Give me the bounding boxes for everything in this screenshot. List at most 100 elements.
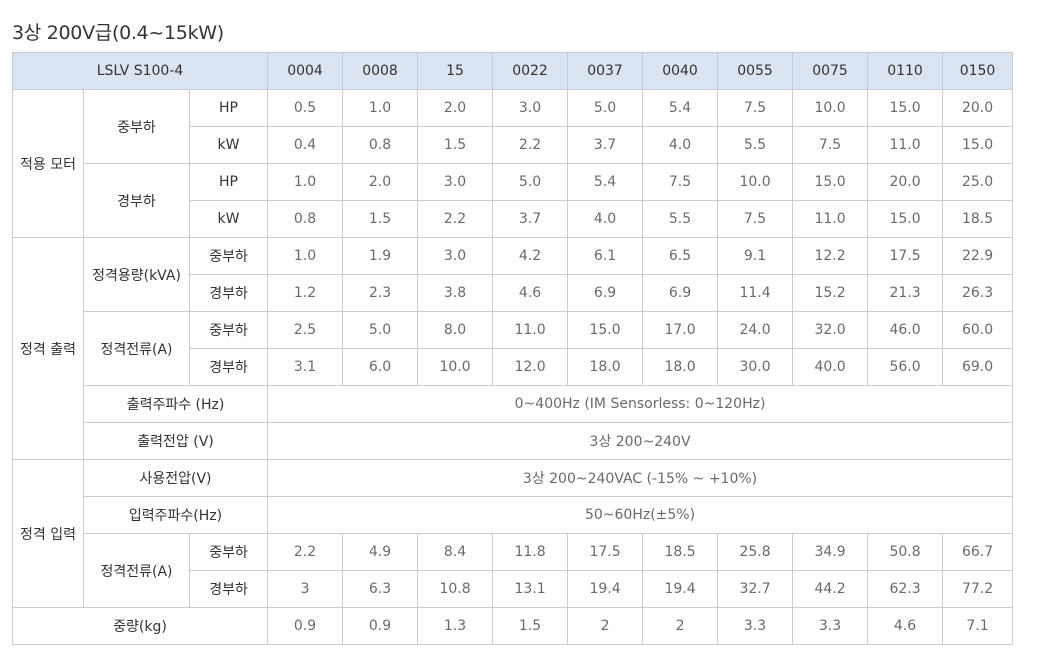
- table-cell: 5.4: [642, 89, 719, 127]
- sub-label-normal-duty: 경부하: [83, 163, 190, 238]
- table-cell: 7.5: [717, 200, 794, 238]
- table-cell: 2.2: [267, 533, 344, 571]
- table-cell: 18.5: [642, 533, 719, 571]
- table-cell: 6.0: [342, 348, 419, 386]
- sub-label-input-current: 정격전류(A): [83, 533, 190, 608]
- duty-label-heavy: 중부하: [188, 237, 269, 275]
- table-cell: 18.0: [567, 348, 644, 386]
- table-row: 정격 출력 정격용량(kVA) 중부하 1.0 1.9 3.0 4.2 6.1 …: [12, 237, 1014, 460]
- table-cell: 1.0: [267, 163, 344, 201]
- sub-label-capacity-kva: 정격용량(kVA): [83, 237, 190, 312]
- table-cell: 0.9: [342, 607, 419, 645]
- unit-label-kw: kW: [188, 126, 269, 164]
- table-row: 입력주파수(Hz) 50~60Hz(±5%): [13, 496, 1014, 534]
- unit-label-hp: HP: [188, 163, 269, 201]
- table-cell: 11.0: [867, 126, 944, 164]
- table-cell: 3: [267, 570, 344, 608]
- table-cell: 0.8: [342, 126, 419, 164]
- table-cell: 1.9: [342, 237, 419, 275]
- table-cell: 32.7: [717, 570, 794, 608]
- table-cell: 4.9: [342, 533, 419, 571]
- model-column-header: 0110: [867, 52, 944, 90]
- table-cell: 2.0: [342, 163, 419, 201]
- table-cell: 2.5: [267, 311, 344, 349]
- table-cell: 7.5: [717, 89, 794, 127]
- sub-label-output-frequency: 출력주파수 (Hz): [82, 385, 269, 423]
- table-cell: 17.5: [567, 533, 644, 571]
- group-label-weight: 중량(kg): [11, 607, 269, 645]
- table-cell: 3.3: [717, 607, 794, 645]
- table-cell: 6.1: [567, 237, 644, 275]
- table-cell: 3.3: [792, 607, 869, 645]
- table-row: 정격전류(A) 중부하 2.2 4.9 8.4 11.8 17.5 18.5 2…: [13, 533, 1014, 608]
- table-cell: 40.0: [792, 348, 869, 386]
- duty-label-normal: 경부하: [188, 348, 269, 386]
- table-cell: 12.2: [792, 237, 869, 275]
- table-row: 정격 입력 사용전압(V) 3상 200~240VAC (-15% ~ +10%…: [12, 459, 1014, 608]
- table-cell: 3.0: [417, 237, 494, 275]
- table-cell: 34.9: [792, 533, 869, 571]
- table-cell: 11.0: [792, 200, 869, 238]
- table-cell: 15.0: [867, 89, 944, 127]
- table-cell: 4.6: [867, 607, 944, 645]
- table-cell: 30.0: [717, 348, 794, 386]
- span-cell-input-frequency: 50~60Hz(±5%): [267, 496, 1014, 534]
- table-cell: 7.1: [942, 607, 1014, 645]
- sub-label-heavy-duty: 중부하: [83, 89, 190, 164]
- table-cell: 2.2: [492, 126, 569, 164]
- sub-label-rated-current: 정격전류(A): [83, 311, 190, 386]
- table-cell: 24.0: [717, 311, 794, 349]
- table-row: kW 0.4 0.8 1.5 2.2 3.7 4.0 5.5 7.5 11.0 …: [13, 126, 1014, 164]
- table-cell: 5.0: [567, 89, 644, 127]
- table-cell: 4.0: [642, 126, 719, 164]
- table-cell: 20.0: [867, 163, 944, 201]
- sub-label-input-frequency: 입력주파수(Hz): [82, 496, 269, 534]
- table-cell: 62.3: [867, 570, 944, 608]
- table-cell: 4.0: [567, 200, 644, 238]
- table-cell: 1.5: [492, 607, 569, 645]
- table-cell: 3.8: [417, 274, 494, 312]
- model-column-header: 0075: [792, 52, 869, 90]
- duty-label-normal: 경부하: [188, 274, 269, 312]
- duty-label-heavy: 중부하: [188, 311, 269, 349]
- table-cell: 5.0: [492, 163, 569, 201]
- table-cell: 1.5: [342, 200, 419, 238]
- table-cell: 46.0: [867, 311, 944, 349]
- table-cell: 56.0: [867, 348, 944, 386]
- duty-label-normal: 경부하: [188, 570, 269, 608]
- table-cell: 66.7: [942, 533, 1014, 571]
- unit-label-hp: HP: [188, 89, 269, 127]
- table-cell: 25.8: [717, 533, 794, 571]
- table-cell: 20.0: [942, 89, 1014, 127]
- table-cell: 9.1: [717, 237, 794, 275]
- model-column-header: 0150: [942, 52, 1014, 90]
- table-row: 경부하 3.1 6.0 10.0 12.0 18.0 18.0 30.0 40.…: [13, 348, 1014, 386]
- span-cell-output-voltage: 3상 200~240V: [267, 422, 1014, 460]
- table-cell: 10.8: [417, 570, 494, 608]
- table-cell: 3.7: [567, 126, 644, 164]
- duty-label-heavy: 중부하: [188, 533, 269, 571]
- table-cell: 15.2: [792, 274, 869, 312]
- table-cell: 1.3: [417, 607, 494, 645]
- table-cell: 5.0: [342, 311, 419, 349]
- table-cell: 18.5: [942, 200, 1014, 238]
- table-cell: 26.3: [942, 274, 1014, 312]
- span-cell-supply-voltage: 3상 200~240VAC (-15% ~ +10%): [267, 459, 1014, 497]
- group-label-motor: 적용 모터: [12, 89, 84, 238]
- table-cell: 11.8: [492, 533, 569, 571]
- table-row: 정격전류(A) 중부하 2.5 5.0 8.0 11.0 15.0 17.0 2…: [13, 311, 1014, 386]
- table-cell: 6.9: [567, 274, 644, 312]
- table-cell: 0.5: [267, 89, 344, 127]
- table-cell: 69.0: [942, 348, 1014, 386]
- table-cell: 0.4: [267, 126, 344, 164]
- table-cell: 21.3: [867, 274, 944, 312]
- model-column-header: 0008: [342, 52, 419, 90]
- table-cell: 1.5: [417, 126, 494, 164]
- table-cell: 32.0: [792, 311, 869, 349]
- table-cell: 4.2: [492, 237, 569, 275]
- spec-table: LSLV S100-4 0004 0008 15 0022 0037 0040 …: [11, 52, 1014, 645]
- table-cell: 50.8: [867, 533, 944, 571]
- table-cell: 17.0: [642, 311, 719, 349]
- group-label-input: 정격 입력: [12, 459, 84, 608]
- model-column-header: 0004: [267, 52, 344, 90]
